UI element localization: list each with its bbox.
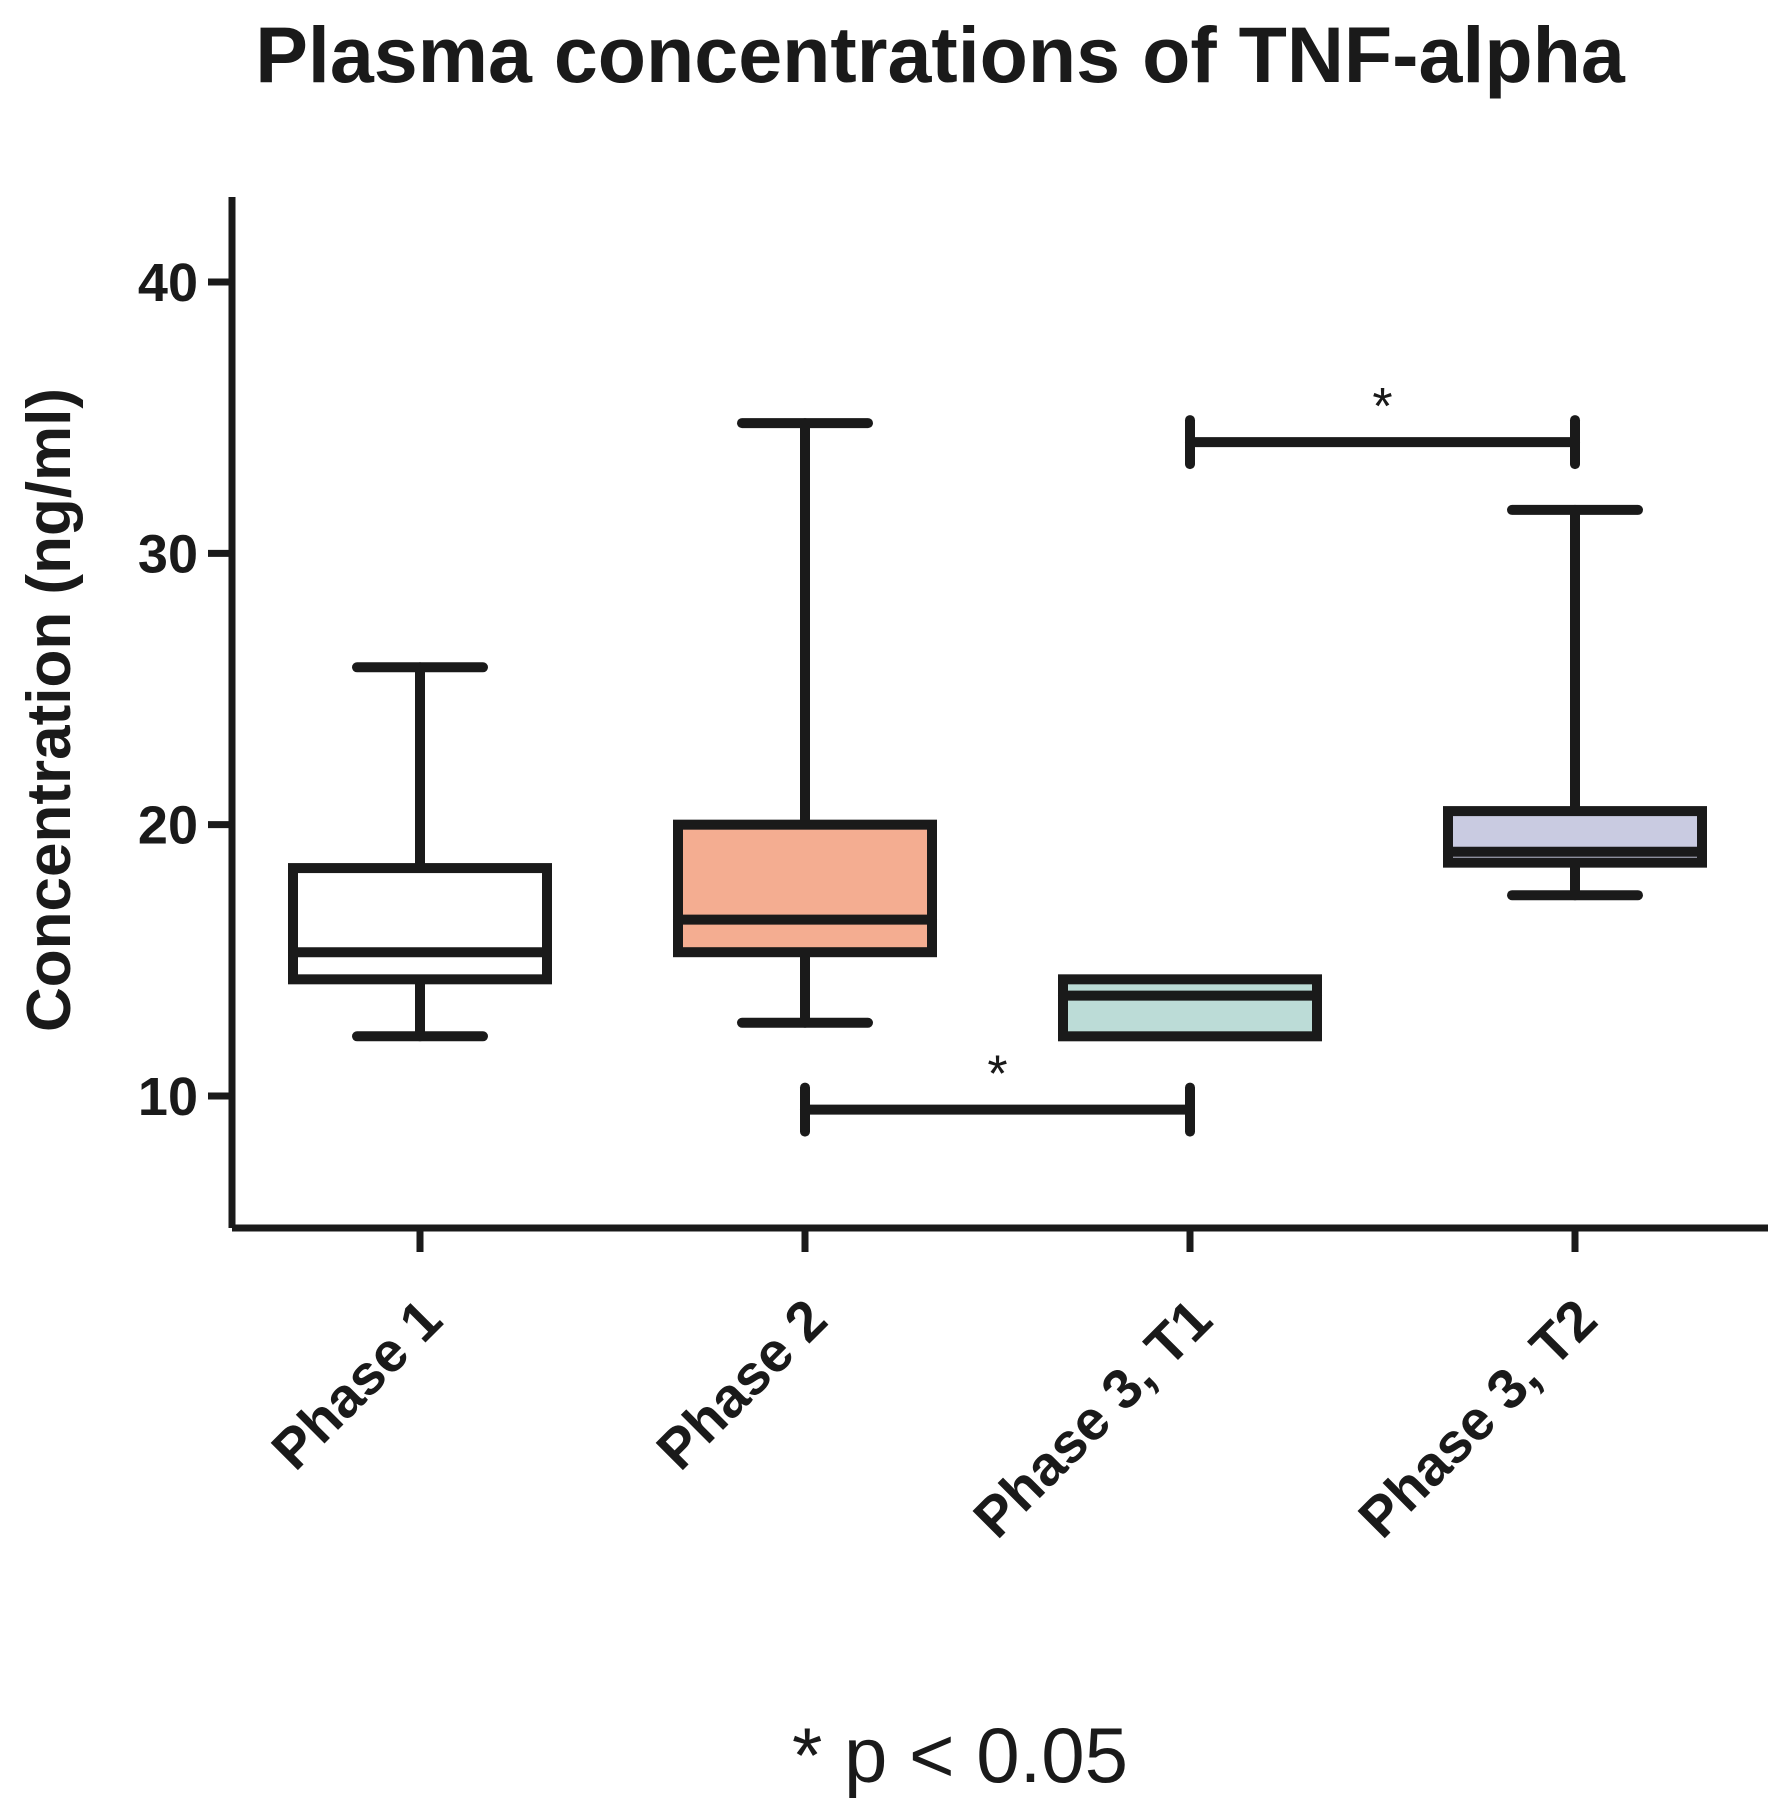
plot-area: 10 20 30 40 Phase 1 Phase 2 Phase 3, T1 Phase 3… bbox=[138, 197, 1768, 1549]
box-1-iqr bbox=[288, 863, 552, 985]
y-tick-label-10: 10 bbox=[138, 1067, 198, 1127]
y-tick-label-20: 20 bbox=[138, 796, 198, 856]
y-tick-label-30: 30 bbox=[138, 524, 198, 584]
x-tick-label-3: Phase 3, T1 bbox=[961, 1287, 1223, 1549]
x-tick-label-1: Phase 1 bbox=[259, 1287, 453, 1481]
x-tick-label-2: Phase 2 bbox=[644, 1287, 838, 1481]
x-tick-label-4: Phase 3, T2 bbox=[1346, 1287, 1608, 1549]
box-3-iqr bbox=[1058, 974, 1322, 1042]
chart-title: Plasma concentrations of TNF-alpha bbox=[255, 10, 1626, 99]
y-tick-label-40: 40 bbox=[138, 253, 198, 313]
y-axis-label: Concentration (ng/ml) bbox=[15, 388, 84, 1032]
significance-footnote: * p < 0.05 bbox=[792, 1711, 1128, 1799]
box-2-iqr bbox=[673, 819, 937, 958]
significance-bracket-1-star: * bbox=[987, 1046, 1007, 1104]
significance-bracket-2-star: * bbox=[1372, 378, 1392, 436]
